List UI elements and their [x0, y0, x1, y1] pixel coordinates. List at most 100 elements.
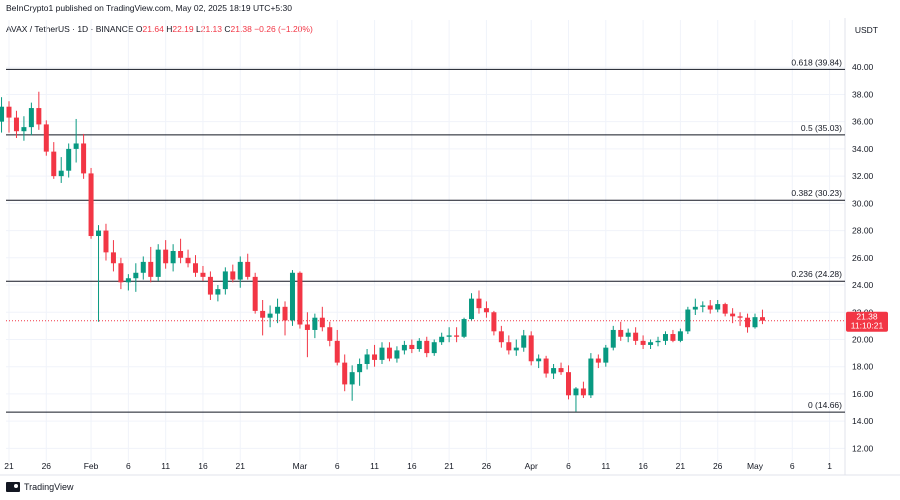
currency-label[interactable]: USDT: [854, 25, 878, 35]
candle-body: [58, 170, 64, 177]
candle-body: [43, 124, 49, 152]
candle-body: [297, 272, 303, 325]
candle-body: [722, 304, 728, 314]
y-tick-label: 40.00: [852, 62, 874, 72]
x-tick-label: Mar: [293, 461, 308, 471]
candle-body: [81, 143, 87, 174]
candle-body: [312, 317, 318, 330]
candle-body: [752, 317, 758, 328]
fib-level-label: 0.5 (35.03): [801, 123, 842, 133]
y-tick-label: 34.00: [852, 144, 874, 154]
candle-body: [21, 127, 27, 132]
y-tick-label: 38.00: [852, 89, 874, 99]
candle-body: [275, 306, 281, 314]
x-tick-label: 26: [482, 461, 492, 471]
candle-body: [267, 313, 273, 318]
candle-body: [431, 342, 437, 354]
close-key: C: [224, 24, 231, 34]
candle-body: [603, 347, 609, 363]
candle-body: [394, 350, 400, 359]
high-key: H: [166, 24, 173, 34]
candle-body: [707, 305, 713, 310]
candle-body: [133, 272, 139, 279]
x-tick-label: Apr: [525, 461, 538, 471]
candle-body: [163, 249, 169, 264]
candle-body: [357, 363, 363, 373]
x-tick-label: 16: [198, 461, 208, 471]
candle-body: [424, 340, 430, 354]
candle-body: [222, 271, 228, 290]
fib-level-label: 0.382 (30.23): [791, 188, 842, 198]
x-tick-label: 11: [161, 461, 170, 471]
candle-body: [439, 336, 445, 343]
bar-countdown-label: 11:10:21: [851, 321, 884, 331]
candle-body: [170, 251, 176, 264]
candle-body: [610, 329, 616, 348]
candle-body: [327, 327, 333, 341]
last-price-label: 21.38: [856, 312, 878, 322]
candle-body: [618, 329, 624, 337]
candle-body: [416, 340, 422, 350]
candle-body: [685, 309, 691, 332]
candle-body: [521, 335, 527, 348]
candle-body: [13, 117, 19, 132]
y-tick-label: 20.00: [852, 334, 874, 344]
candle-body: [491, 312, 497, 332]
candle-body: [513, 347, 519, 351]
candle-body: [36, 108, 42, 125]
x-tick-label: 21: [444, 461, 454, 471]
candle-body: [655, 340, 661, 343]
publish-info: BeInCrypto1 published on TradingView.com…: [6, 3, 292, 13]
candle-body: [148, 261, 154, 277]
candle-body: [319, 317, 325, 328]
x-tick-label: 21: [676, 461, 686, 471]
candle-body: [140, 261, 146, 273]
candle-body: [334, 340, 340, 363]
candle-body: [648, 342, 654, 345]
candle-body: [237, 261, 243, 280]
candle-body: [193, 263, 198, 273]
candle-body: [282, 306, 288, 321]
candle-body: [543, 358, 549, 374]
candle-body: [66, 148, 72, 171]
y-tick-label: 28.00: [852, 226, 874, 236]
candle-body: [566, 372, 571, 396]
candle-body: [185, 257, 191, 264]
y-tick-label: 32.00: [852, 171, 874, 181]
x-tick-label: 16: [407, 461, 417, 471]
candle-body: [28, 108, 34, 128]
candle-body: [573, 388, 579, 396]
tradingview-brand[interactable]: TradingView: [6, 482, 74, 492]
close-value: 21.38: [230, 24, 252, 34]
brand-label: TradingView: [24, 482, 74, 492]
candle-body: [580, 388, 586, 396]
y-tick-label: 14.00: [852, 416, 874, 426]
x-tick-label: 26: [42, 461, 52, 471]
candle-body: [625, 332, 631, 337]
candle-body: [498, 331, 504, 343]
candle-body: [51, 151, 57, 177]
candle-body: [528, 335, 534, 362]
x-tick-label: 6: [126, 461, 131, 471]
candle-body: [759, 317, 765, 321]
candle-body: [110, 252, 116, 264]
low-value: 21.13: [200, 24, 223, 34]
candle-body: [200, 272, 206, 277]
candle-body: [640, 340, 646, 345]
candle-body: [730, 313, 736, 317]
candle-body: [469, 298, 475, 320]
candle-body: [289, 272, 295, 321]
candle-body: [461, 319, 467, 337]
candle-body: [745, 317, 751, 328]
candle-body: [662, 334, 668, 341]
y-tick-label: 26.00: [852, 253, 874, 263]
symbol-legend: AVAX / TetherUS · 1D · BINANCE O21.64 H2…: [6, 24, 313, 34]
candle-body: [207, 276, 213, 295]
candle-body: [364, 354, 370, 364]
y-tick-label: 12.00: [852, 443, 874, 453]
x-tick-label: 16: [638, 461, 648, 471]
y-tick-label: 36.00: [852, 117, 874, 127]
candle-body: [260, 310, 266, 318]
candle-body: [692, 306, 698, 310]
